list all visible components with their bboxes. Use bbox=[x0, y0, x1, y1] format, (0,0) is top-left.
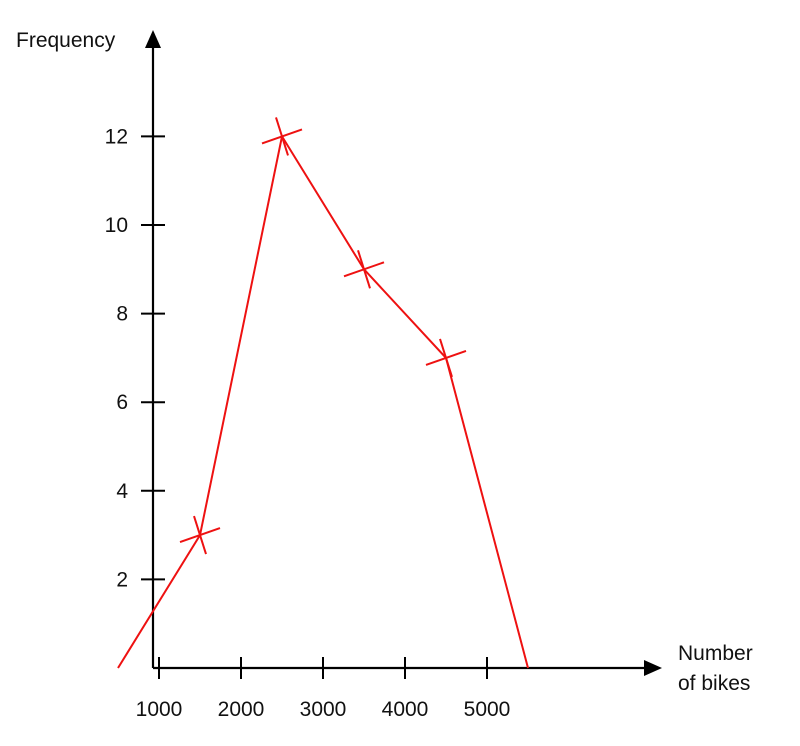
x-tick-label: 4000 bbox=[382, 698, 429, 721]
y-tick-label: 4 bbox=[116, 480, 128, 503]
x-tick-label: 2000 bbox=[218, 698, 265, 721]
x-tick-label: 1000 bbox=[136, 698, 183, 721]
data-point-marker bbox=[343, 249, 385, 289]
y-tick-label: 6 bbox=[116, 391, 128, 414]
y-tick-label: 2 bbox=[116, 568, 128, 591]
data-point-marker bbox=[425, 338, 467, 378]
y-tick-label: 12 bbox=[105, 125, 128, 148]
x-axis-label-line-1: Number bbox=[678, 642, 753, 665]
data-point-marker bbox=[179, 515, 221, 555]
series-layer bbox=[117, 117, 529, 669]
x-tick-label: 3000 bbox=[300, 698, 347, 721]
axes bbox=[145, 30, 662, 676]
y-axis-label: Frequency bbox=[16, 29, 116, 52]
frequency-polygon-line bbox=[117, 133, 529, 669]
x-axis-label-line-2: of bikes bbox=[678, 672, 750, 695]
y-axis-arrow bbox=[145, 30, 161, 48]
y-tick-label: 8 bbox=[116, 303, 128, 326]
data-point-marker bbox=[261, 117, 303, 156]
y-tick-label: 10 bbox=[105, 214, 128, 237]
x-axis-arrow bbox=[644, 660, 662, 676]
x-tick-label: 5000 bbox=[464, 698, 511, 721]
y-ticks: 2 4 6 8 10 12 bbox=[105, 125, 165, 591]
x-ticks: 1000 2000 3000 4000 5000 bbox=[136, 657, 511, 721]
